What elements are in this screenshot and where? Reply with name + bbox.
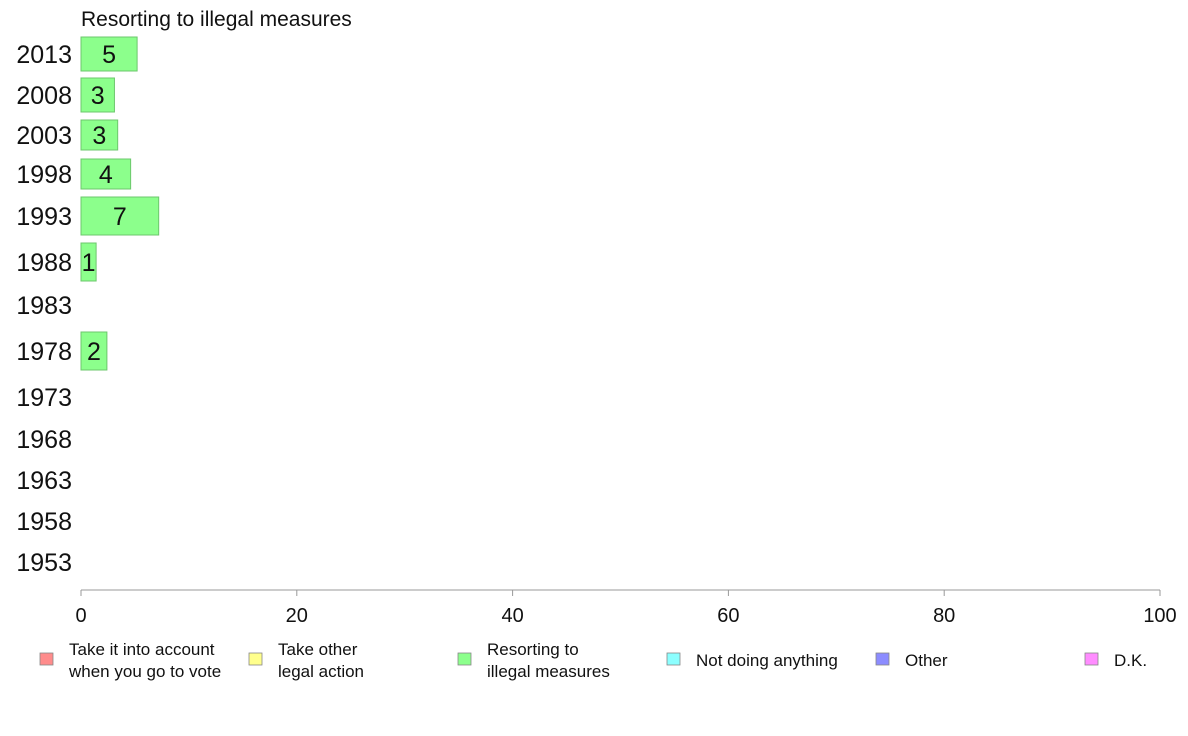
- category-label: 1958: [16, 508, 72, 536]
- legend-label: Take it into account: [69, 640, 215, 659]
- bar-value-label: 2: [87, 338, 101, 366]
- category-label: 1953: [16, 549, 72, 577]
- bar: [80, 119, 119, 151]
- legend-swatch: [39, 652, 54, 666]
- x-tick-label: 80: [933, 605, 955, 627]
- category-label: 1983: [16, 292, 72, 320]
- category-label: 1993: [16, 203, 72, 231]
- bar: [80, 196, 160, 236]
- legend-label: D.K.: [1114, 651, 1147, 670]
- legend-label: when you go to vote: [68, 662, 221, 681]
- x-tick-label: 0: [75, 605, 86, 627]
- x-tick-label: 60: [717, 605, 739, 627]
- category-label: 1968: [16, 426, 72, 454]
- bar: [80, 77, 115, 113]
- bar-group: 5 3 3 471 2: [80, 36, 160, 371]
- legend-swatch: [666, 652, 681, 666]
- bar-value-label: 4: [99, 161, 113, 189]
- legend-item: Take other legal action: [248, 640, 364, 681]
- legend-item: Take it into account when you go to vote: [39, 640, 221, 681]
- legend-swatch: [1084, 652, 1099, 666]
- bar: [80, 36, 138, 72]
- legend-item: Resorting to illegal measures: [457, 640, 610, 681]
- x-tick-label: 100: [1143, 605, 1176, 627]
- bar: [80, 331, 108, 371]
- legend-label: legal action: [278, 662, 364, 681]
- category-label: 2003: [16, 122, 72, 150]
- x-tick-label: 40: [501, 605, 523, 627]
- category-label: 1988: [16, 249, 72, 277]
- legend-label: Other: [905, 651, 948, 670]
- category-label: 2013: [16, 41, 72, 69]
- category-labels: 2013 2008 2003 1998 1993 1988 1983 1978 1973 1968…: [16, 41, 72, 577]
- legend-label: Resorting to: [487, 640, 579, 659]
- legend-label: Take other: [278, 640, 358, 659]
- legend-swatch: [248, 652, 263, 666]
- bar-value-label: 5: [102, 41, 116, 69]
- legend-swatch: [457, 652, 472, 666]
- legend-swatch: [875, 652, 890, 666]
- x-axis: 0 20 40 60 80 100: [75, 589, 1177, 627]
- legend-item: Not doing anything: [666, 651, 838, 670]
- bar-value-label: 7: [113, 203, 127, 231]
- x-tick-label: 20: [286, 605, 308, 627]
- chart-title: Resorting to illegal measures: [81, 8, 352, 31]
- legend-label: Not doing anything: [696, 651, 838, 670]
- category-label: 1973: [16, 384, 72, 412]
- bar-value-label: 3: [92, 122, 106, 150]
- bar-value-label: 3: [91, 82, 105, 110]
- category-label: 1978: [16, 338, 72, 366]
- category-label: 2008: [16, 82, 72, 110]
- legend-item: D.K.: [1084, 651, 1147, 670]
- bar-value-label: 1: [82, 249, 96, 277]
- legend-item: Other: [875, 651, 948, 670]
- legend-label: illegal measures: [487, 662, 610, 681]
- category-label: 1963: [16, 467, 72, 495]
- bar: [80, 242, 97, 282]
- category-label: 1998: [16, 161, 72, 189]
- bar: [80, 158, 132, 190]
